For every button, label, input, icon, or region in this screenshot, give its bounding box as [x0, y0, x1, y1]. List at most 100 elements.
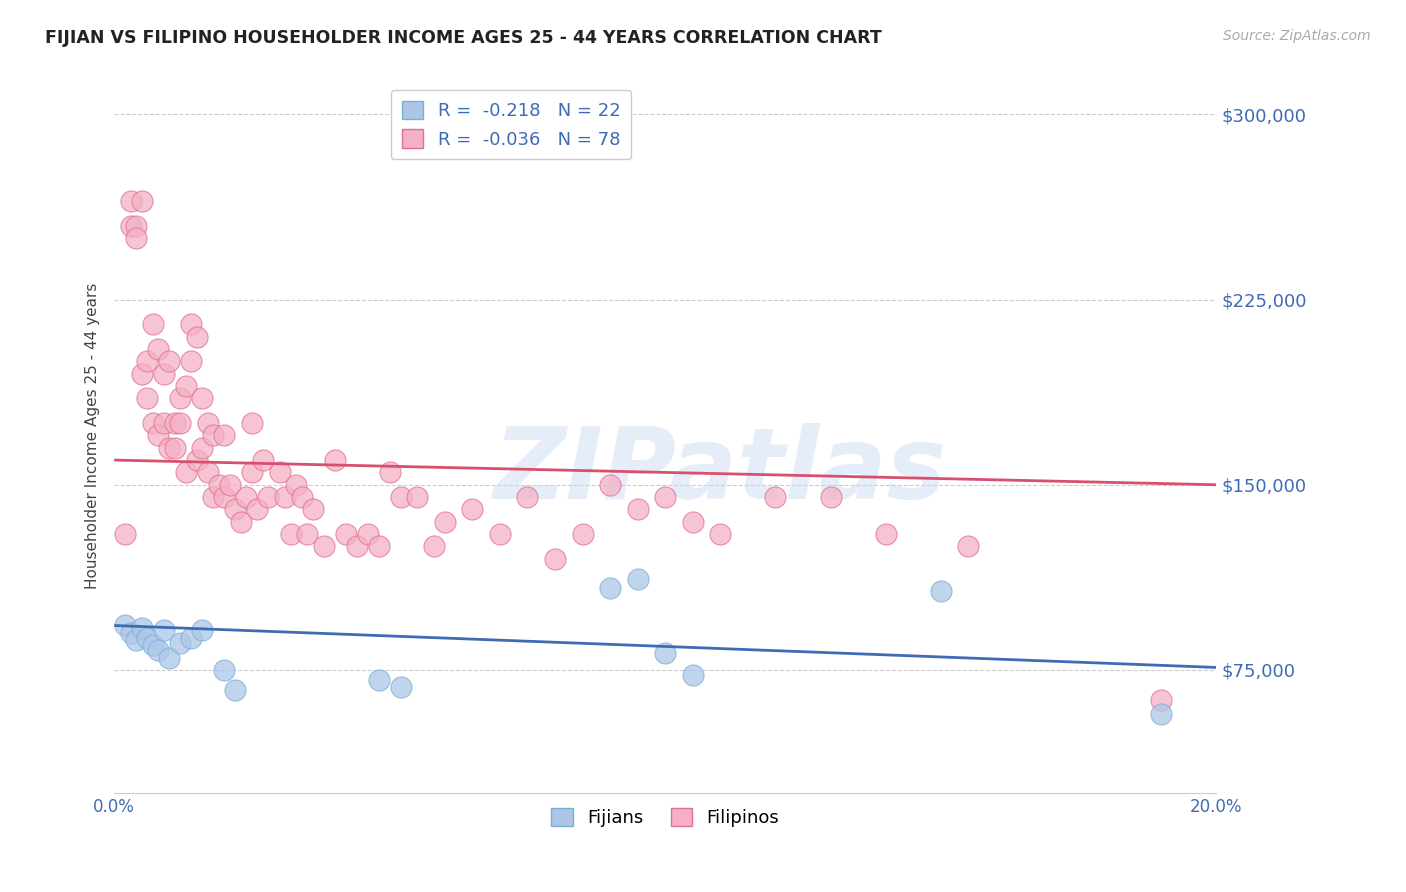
Point	[957, 540, 980, 554]
Point	[269, 466, 291, 480]
Point	[136, 392, 159, 406]
Point	[378, 466, 401, 480]
Point	[461, 502, 484, 516]
Point	[599, 582, 621, 596]
Point	[191, 624, 214, 638]
Point	[280, 527, 302, 541]
Point	[186, 329, 208, 343]
Point	[1150, 707, 1173, 722]
Point	[163, 441, 186, 455]
Point	[208, 477, 231, 491]
Point	[120, 626, 142, 640]
Point	[148, 342, 170, 356]
Point	[709, 527, 731, 541]
Point	[389, 490, 412, 504]
Point	[125, 633, 148, 648]
Point	[312, 540, 335, 554]
Point	[114, 527, 136, 541]
Point	[136, 354, 159, 368]
Point	[125, 219, 148, 233]
Point	[142, 318, 165, 332]
Point	[1150, 692, 1173, 706]
Point	[875, 527, 897, 541]
Point	[148, 428, 170, 442]
Point	[214, 663, 236, 677]
Point	[174, 466, 197, 480]
Text: ZIPatlas: ZIPatlas	[494, 423, 946, 520]
Point	[224, 502, 246, 516]
Legend: Fijians, Filipinos: Fijians, Filipinos	[544, 801, 786, 834]
Point	[229, 515, 252, 529]
Point	[214, 428, 236, 442]
Point	[274, 490, 297, 504]
Point	[240, 466, 263, 480]
Point	[186, 453, 208, 467]
Point	[285, 477, 308, 491]
Point	[295, 527, 318, 541]
Point	[142, 416, 165, 430]
Point	[142, 638, 165, 652]
Point	[157, 441, 180, 455]
Point	[335, 527, 357, 541]
Point	[433, 515, 456, 529]
Point	[136, 631, 159, 645]
Point	[323, 453, 346, 467]
Point	[224, 682, 246, 697]
Point	[240, 416, 263, 430]
Point	[257, 490, 280, 504]
Point	[544, 551, 567, 566]
Point	[120, 219, 142, 233]
Point	[290, 490, 312, 504]
Point	[180, 631, 202, 645]
Point	[125, 231, 148, 245]
Point	[571, 527, 593, 541]
Point	[202, 428, 225, 442]
Y-axis label: Householder Income Ages 25 - 44 years: Householder Income Ages 25 - 44 years	[86, 282, 100, 589]
Point	[423, 540, 446, 554]
Point	[157, 650, 180, 665]
Point	[152, 367, 174, 381]
Point	[654, 490, 676, 504]
Point	[174, 379, 197, 393]
Point	[389, 680, 412, 694]
Point	[235, 490, 257, 504]
Point	[489, 527, 512, 541]
Point	[197, 416, 219, 430]
Point	[929, 583, 952, 598]
Point	[599, 477, 621, 491]
Point	[682, 515, 704, 529]
Text: FIJIAN VS FILIPINO HOUSEHOLDER INCOME AGES 25 - 44 YEARS CORRELATION CHART: FIJIAN VS FILIPINO HOUSEHOLDER INCOME AG…	[45, 29, 882, 46]
Point	[131, 367, 153, 381]
Point	[516, 490, 538, 504]
Point	[191, 441, 214, 455]
Point	[197, 466, 219, 480]
Point	[169, 416, 191, 430]
Point	[820, 490, 842, 504]
Point	[169, 636, 191, 650]
Point	[202, 490, 225, 504]
Point	[180, 354, 202, 368]
Point	[346, 540, 368, 554]
Point	[120, 194, 142, 208]
Point	[214, 490, 236, 504]
Point	[131, 194, 153, 208]
Point	[157, 354, 180, 368]
Point	[180, 318, 202, 332]
Point	[406, 490, 429, 504]
Point	[131, 621, 153, 635]
Point	[163, 416, 186, 430]
Point	[152, 624, 174, 638]
Point	[152, 416, 174, 430]
Point	[627, 502, 650, 516]
Point	[367, 673, 389, 687]
Text: Source: ZipAtlas.com: Source: ZipAtlas.com	[1223, 29, 1371, 43]
Point	[219, 477, 242, 491]
Point	[357, 527, 380, 541]
Point	[765, 490, 787, 504]
Point	[682, 668, 704, 682]
Point	[252, 453, 274, 467]
Point	[654, 646, 676, 660]
Point	[169, 392, 191, 406]
Point	[191, 392, 214, 406]
Point	[367, 540, 389, 554]
